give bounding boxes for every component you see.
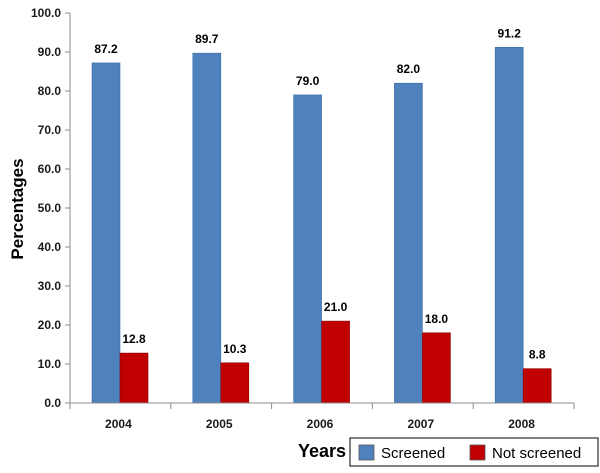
data-label: 18.0 (425, 312, 449, 326)
y-tick-label: 80.0 (38, 84, 62, 98)
axes-layer: 0.0 10.0 20.0 30.0 40.0 50.0 60.0 70.0 80.0 90.0 1… (31, 6, 575, 431)
data-label: 21.0 (324, 300, 348, 314)
bar-screened (91, 62, 121, 404)
bar-not-screened (522, 368, 552, 404)
y-tick-label: 0.0 (44, 396, 61, 410)
x-tick-label: 2006 (307, 417, 334, 431)
y-tick-label: 40.0 (38, 240, 62, 254)
data-label: 91.2 (498, 26, 522, 40)
y-tick-label: 100.0 (31, 6, 61, 20)
legend-label: Not screened (492, 445, 581, 462)
y-tick-label: 30.0 (38, 279, 62, 293)
legend: Screened Not screened (349, 437, 599, 467)
x-tick-label: 2007 (407, 417, 434, 431)
bar-screened (394, 82, 423, 404)
y-tick-label: 90.0 (38, 45, 62, 59)
data-label: 87.2 (94, 42, 118, 56)
data-label: 12.8 (122, 332, 146, 346)
y-tick-label: 10.0 (38, 357, 62, 371)
bars-layer: 87.2 89.7 79.0 82.0 91.2 12.8 10.3 21.0 18.0 8.8 (91, 26, 552, 404)
x-tick-label: 2005 (206, 417, 233, 431)
data-label: 89.7 (195, 32, 219, 46)
bar-screened (293, 94, 322, 404)
data-label: 8.8 (529, 348, 546, 362)
y-axis-title: Percentages (8, 158, 27, 259)
legend-label: Screened (381, 445, 445, 462)
y-tick-label: 20.0 (38, 318, 62, 332)
bar-not-screened (119, 352, 149, 404)
bar-not-screened (422, 332, 451, 404)
y-tick-label: 60.0 (38, 162, 62, 176)
bar-screened (494, 47, 524, 404)
x-axis-title: Years (298, 441, 346, 461)
y-tick-label: 70.0 (38, 123, 62, 137)
legend-swatch (469, 444, 486, 461)
x-tick-label: 2008 (508, 417, 535, 431)
data-label: 82.0 (397, 62, 421, 76)
legend-swatch (358, 444, 375, 461)
x-tick-label: 2004 (105, 417, 132, 431)
bar-screened (192, 52, 222, 404)
bar-not-screened (220, 362, 250, 404)
y-tick-label: 50.0 (38, 201, 62, 215)
bar-not-screened (321, 320, 350, 404)
data-label: 79.0 (296, 74, 320, 88)
data-label: 10.3 (223, 342, 247, 356)
